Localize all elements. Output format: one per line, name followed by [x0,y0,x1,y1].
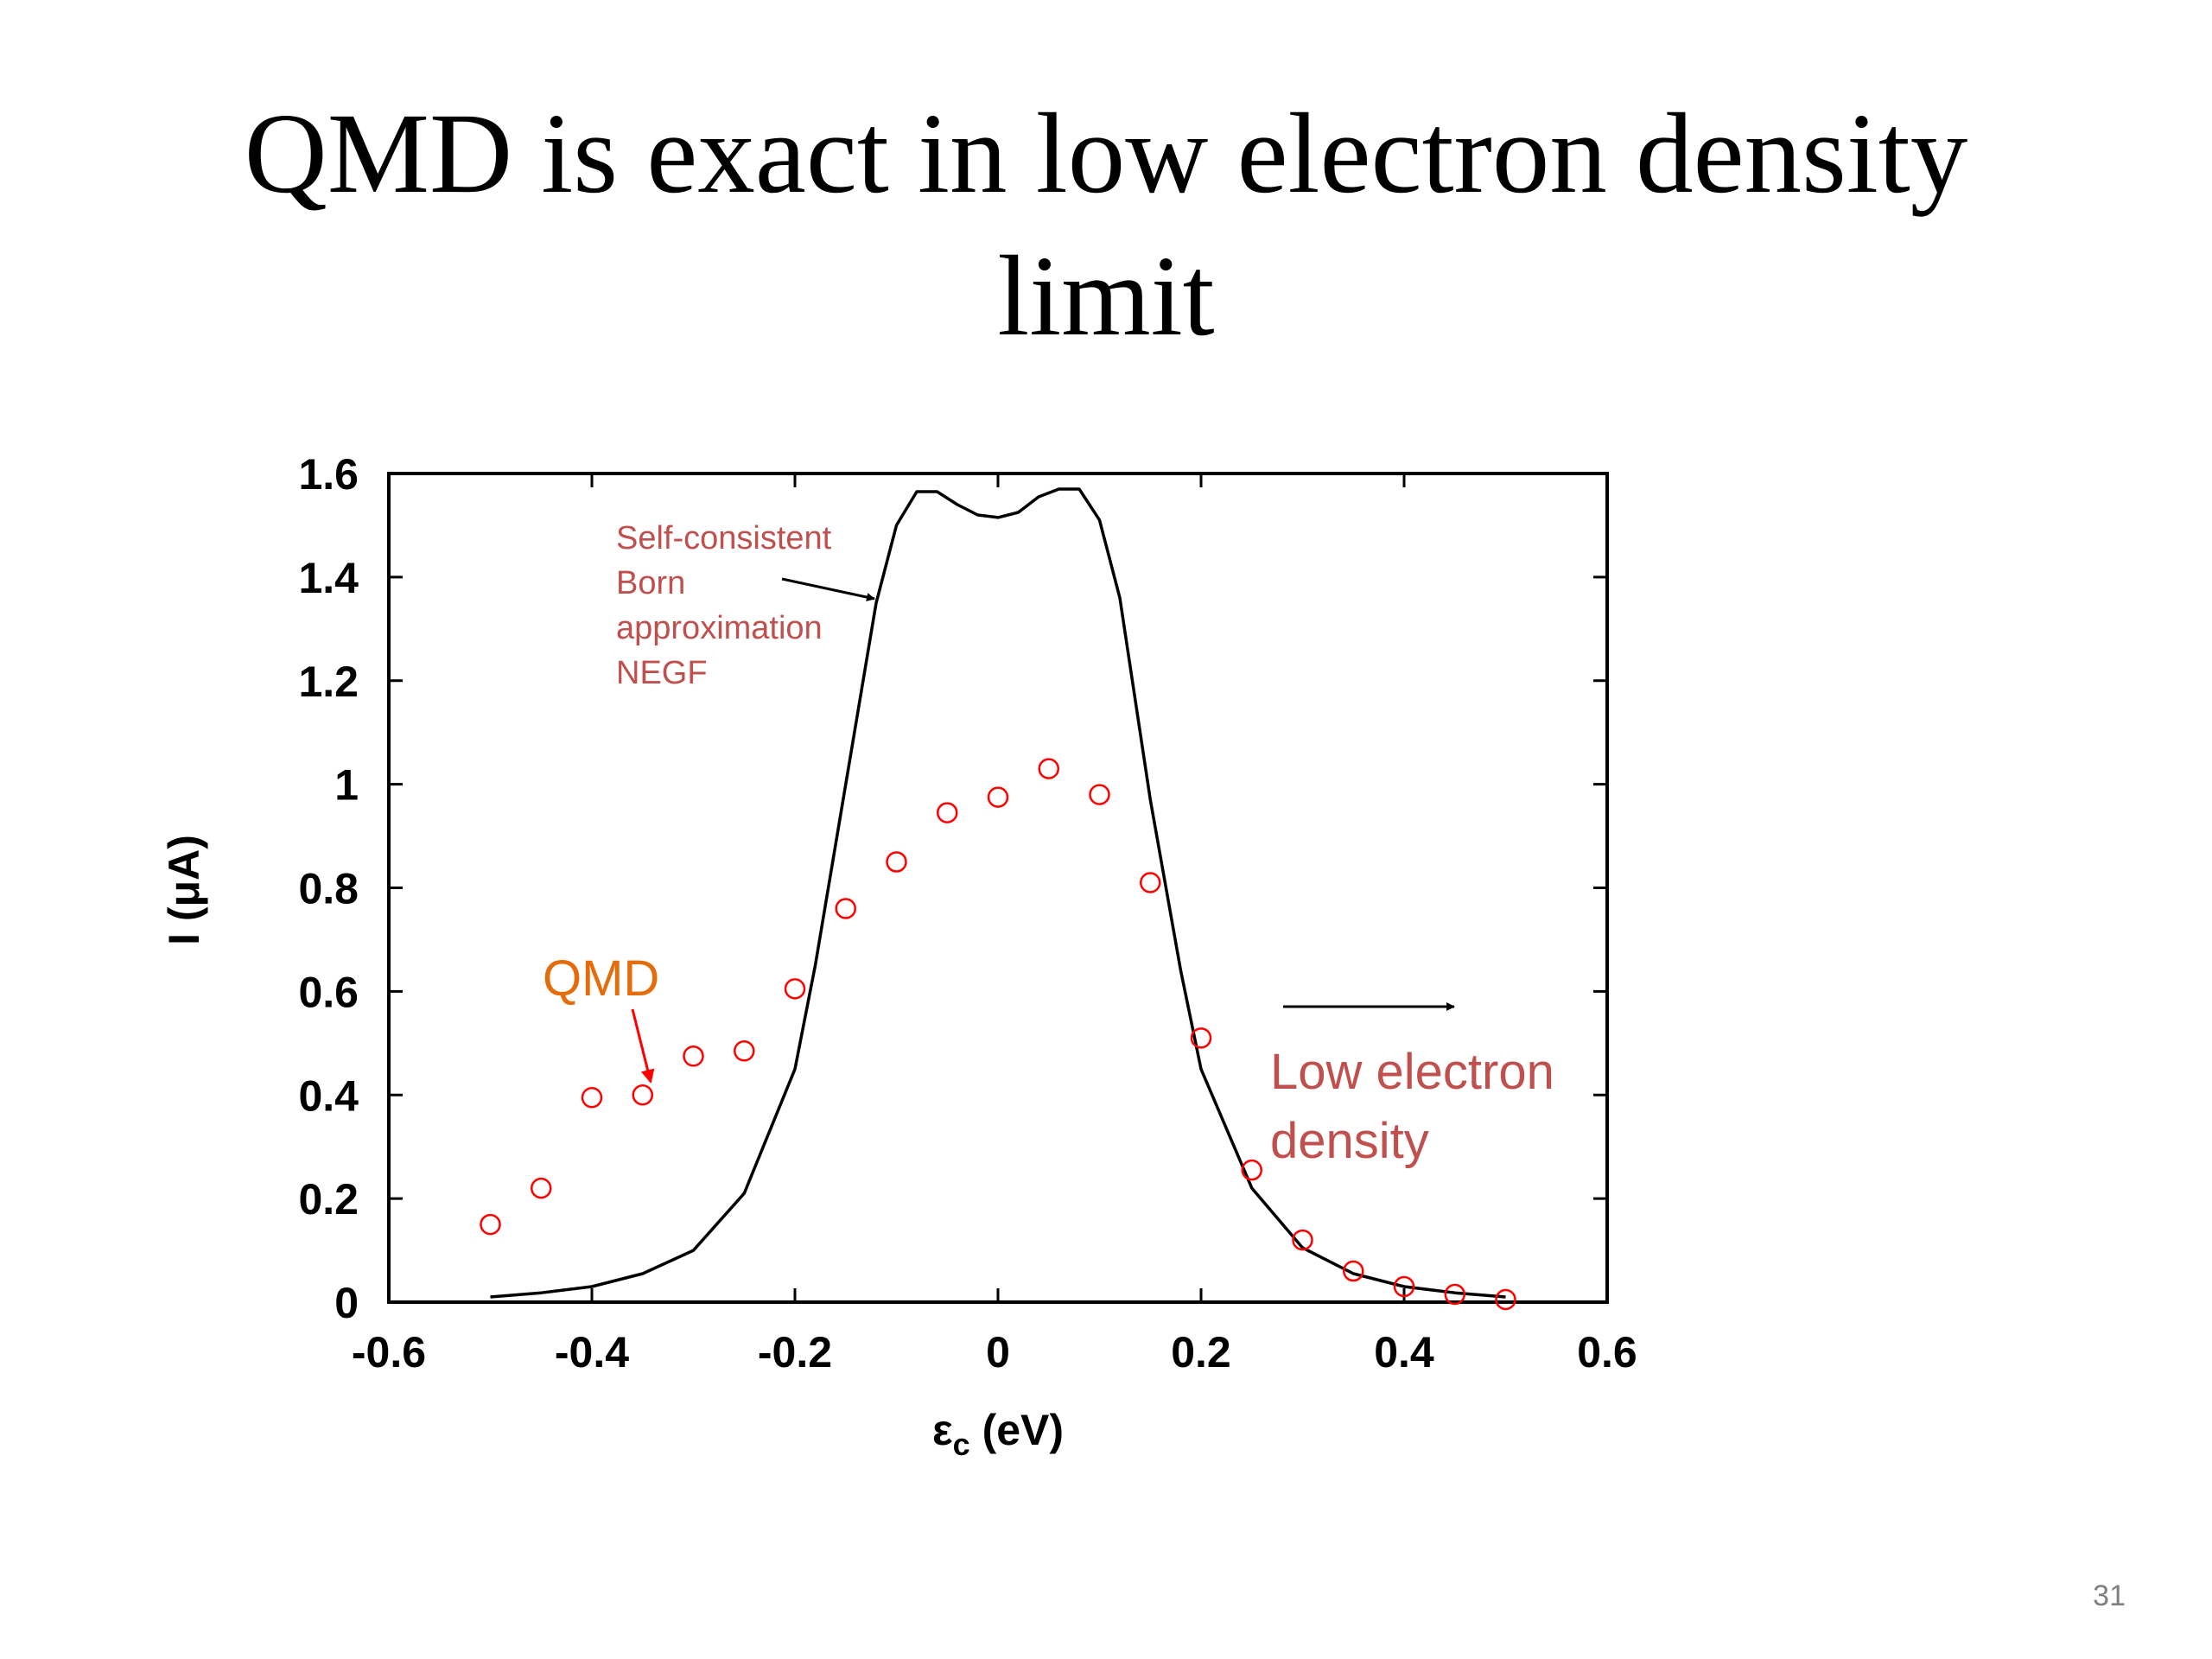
x-tick-label: 0.2 [1171,1328,1231,1376]
y-tick-label: 0.2 [298,1175,359,1224]
x-tick-label: 0.6 [1577,1328,1637,1376]
x-tick-labels: -0.6 -0.4 -0.2 0 0.2 0.4 0.6 [352,1328,1637,1376]
qmd-point [683,1046,704,1067]
plot-frame [387,472,1609,1304]
series [480,487,1516,1311]
qmd-annotation: QMD [543,950,659,1084]
negf-label-line2: Born [616,565,685,601]
y-axis-label: I (μA) [160,835,208,945]
qmd-point [1241,1159,1262,1181]
qmd-point [987,786,1009,808]
negf-series-line [490,487,1506,1299]
qmd-point [1292,1229,1313,1251]
x-tick-label: -0.2 [758,1328,832,1376]
qmd-point [784,978,806,1000]
y-tick-label: 1.2 [298,658,359,706]
axis-ticks [387,472,1609,1304]
y-tick-label: 1.4 [298,554,359,602]
negf-label-line4: NEGF [616,655,708,691]
y-tick-labels: 0 0.2 0.4 0.6 0.8 1 1.2 1.4 1.6 [298,450,359,1327]
negf-label-line3: approximation [616,610,823,646]
x-axis-label: εc (eV) [932,1406,1064,1462]
negf-arrow [781,577,875,601]
y-tick-label: 1 [334,761,359,810]
qmd-point [480,1213,501,1236]
qmd-point [581,1086,603,1109]
x-tick-label: -0.4 [555,1328,629,1376]
x-tick-label: -0.6 [352,1328,426,1376]
qmd-point [632,1084,653,1106]
qmd-point [886,851,907,873]
low-density-label-line2: density [1270,1113,1429,1169]
negf-annotation: Self-consistent Born approximation NEGF [616,520,875,691]
slide-title-line1: QMD is exact in low electron density [244,89,1968,217]
qmd-point [734,1040,755,1062]
qmd-point [1089,784,1110,805]
y-tick-label: 0.6 [298,968,359,1016]
qmd-arrow [631,1008,655,1084]
y-tick-label: 0.4 [298,1071,359,1120]
qmd-point [1140,872,1161,893]
slide-title-line2: limit [997,232,1215,359]
qmd-point [1038,758,1059,779]
qmd-point [1393,1275,1415,1298]
negf-label-line1: Self-consistent [616,520,832,556]
qmd-point [1495,1288,1516,1311]
qmd-point [1343,1260,1364,1282]
y-tick-label: 1.6 [298,450,359,499]
y-tick-label: 0.8 [298,865,359,913]
x-tick-label: 0 [986,1328,1010,1376]
qmd-label: QMD [543,950,659,1007]
qmd-point [1190,1027,1212,1049]
low-density-annotation: Low electron density [1270,1002,1554,1169]
qmd-point [937,802,958,823]
slide-title: QMD is exact in low electron density lim… [0,82,2212,367]
low-density-label-line1: Low electron [1270,1044,1554,1100]
x-tick-label: 0.4 [1374,1328,1434,1376]
page-number: 31 [2093,1580,2126,1612]
qmd-point [1444,1283,1465,1306]
qmd-point [835,898,856,919]
qmd-point [531,1177,552,1199]
y-tick-label: 0 [334,1279,359,1327]
